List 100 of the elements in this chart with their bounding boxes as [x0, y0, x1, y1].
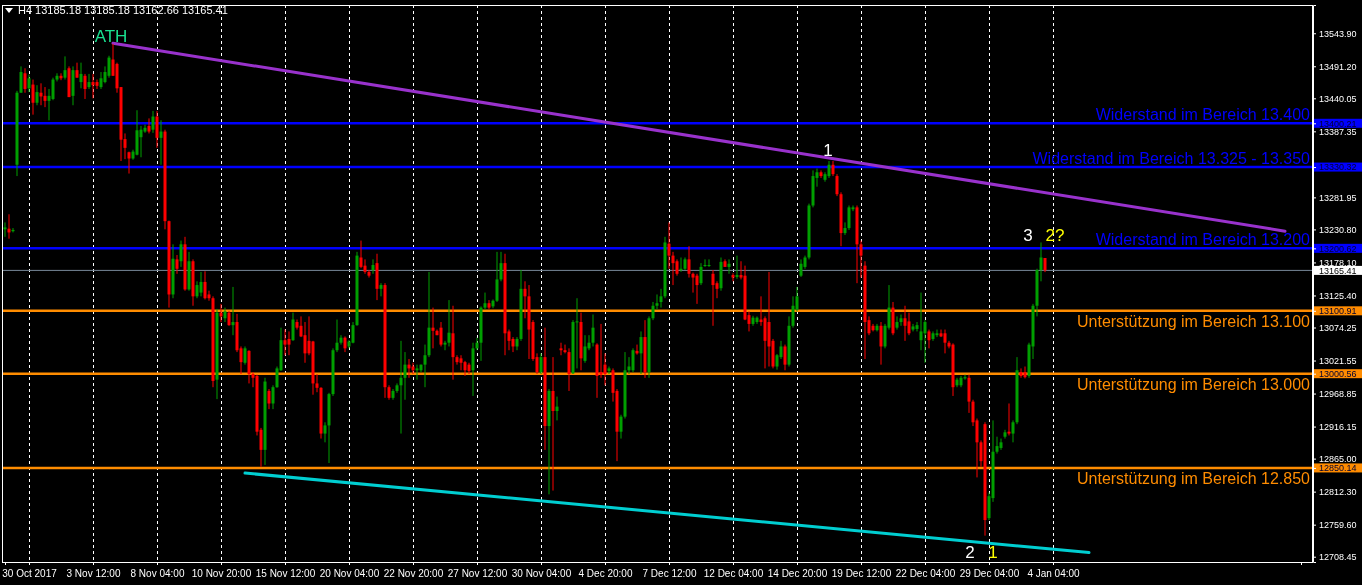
candlestick [603, 352, 607, 386]
candlestick [399, 340, 403, 435]
candlestick [75, 62, 79, 79]
annotation: 2 [965, 543, 975, 563]
y-tick-label: 13021.55 [1319, 355, 1357, 366]
candlestick [707, 258, 711, 268]
y-tick-label: 13281.95 [1319, 192, 1357, 203]
candlestick [283, 329, 287, 356]
candlestick [607, 366, 611, 375]
candlestick [555, 396, 559, 421]
candlestick [23, 67, 27, 94]
candlestick [559, 342, 563, 356]
candlestick [287, 330, 291, 356]
candlestick [727, 258, 731, 275]
candlestick [591, 314, 595, 347]
x-tick-label: 27 Nov 12:00 [447, 568, 508, 579]
x-tick-label: 22 Dec 04:00 [895, 568, 956, 579]
x-tick-label: 14 Dec 20:00 [767, 568, 828, 579]
candlestick [51, 77, 55, 101]
candlestick [291, 312, 295, 342]
candlestick [339, 334, 343, 346]
candlestick [379, 282, 383, 297]
candlestick [1007, 402, 1011, 436]
y-tick-label: 12812.30 [1319, 487, 1357, 498]
candlestick [943, 329, 947, 354]
candlestick [31, 79, 35, 116]
candlestick [95, 79, 99, 90]
candlestick [551, 356, 555, 492]
candlestick [267, 388, 271, 410]
candlestick [175, 254, 179, 275]
y-tick-label: 13125.40 [1319, 290, 1357, 301]
candlestick [467, 362, 471, 375]
y-tick-label: 12708.45 [1319, 552, 1357, 563]
y-tick-label: 13400.21 [1319, 118, 1357, 129]
x-tick-label: 3 Nov 12:00 [66, 568, 121, 579]
y-tick-label: 12968.85 [1319, 388, 1357, 399]
candlestick [151, 110, 155, 134]
candlestick [203, 270, 207, 300]
y-tick-label: 12916.15 [1319, 421, 1357, 432]
candlestick [879, 321, 883, 366]
y-tick-label: 13100.91 [1319, 306, 1357, 317]
ref-line-label: Unterstützung im Bereich 13.100 [1076, 312, 1311, 330]
candlestick [731, 272, 735, 282]
candlestick [463, 360, 467, 377]
y-tick-label: 13491.20 [1319, 61, 1357, 72]
candlestick [3, 221, 7, 238]
annotation: 1 [988, 543, 998, 563]
candlestick [247, 349, 251, 384]
candlestick [487, 299, 491, 310]
candlestick [143, 124, 147, 134]
candlestick [735, 255, 739, 280]
y-tick-label: 13230.80 [1319, 224, 1357, 235]
candlestick [147, 117, 151, 134]
candlestick [179, 240, 183, 268]
candlestick [639, 330, 643, 375]
candlestick [783, 344, 787, 371]
y-tick-label: 13200.62 [1319, 243, 1357, 254]
y-tick-label: 12759.60 [1319, 520, 1357, 531]
x-tick-label: 7 Dec 12:00 [642, 568, 697, 579]
candlestick [231, 286, 235, 336]
candlestick [703, 258, 707, 268]
candlestick [539, 352, 543, 375]
candlestick [415, 364, 419, 381]
candlestick [631, 347, 635, 373]
candlestick [159, 119, 163, 166]
y-tick-label: 13178.10 [1319, 257, 1357, 268]
candlestick [43, 86, 47, 108]
x-tick-label: 29 Dec 04:00 [959, 568, 1020, 579]
candlestick [999, 438, 1003, 451]
x-tick-label: 19 Dec 12:00 [831, 568, 892, 579]
candlestick [819, 169, 823, 179]
candlestick [495, 251, 499, 303]
candlestick [19, 65, 23, 94]
candlestick [907, 312, 911, 336]
candlestick [79, 62, 83, 89]
candlestick [699, 262, 703, 286]
y-tick-label: 12850.14 [1319, 463, 1357, 474]
candlestick [439, 321, 443, 347]
y-tick-label: 13165.41 [1319, 265, 1357, 276]
candlestick [431, 307, 435, 349]
ref-line-label: Unterstützung im Bereich 13.000 [1076, 375, 1311, 393]
candlestick [371, 258, 375, 275]
candlestick [107, 55, 111, 79]
annotation: 2? [1045, 226, 1065, 246]
annotation: 1 [823, 141, 833, 161]
y-tick-label: 13000.56 [1319, 369, 1357, 380]
candlestick [471, 342, 475, 397]
ref-line-label: Unterstützung im Bereich 12.850 [1076, 469, 1311, 487]
y-tick-label: 13387.35 [1319, 126, 1357, 137]
ref-line-label: Widerstand im Bereich 13.200 [1095, 231, 1311, 249]
ref-line-label: Widerstand im Bereich 13.325 - 13.350 [1032, 150, 1311, 168]
x-tick-label: 20 Nov 04:00 [319, 568, 380, 579]
x-tick-label: 4 Jan 04:00 [1027, 568, 1081, 579]
candlestick [155, 110, 159, 149]
candlestick [363, 258, 367, 275]
annotation: ATH [94, 27, 128, 47]
candlestick [63, 55, 67, 81]
annotation: 3 [1023, 226, 1033, 246]
y-tick-label: 13074.25 [1319, 322, 1357, 333]
candlestick [903, 305, 907, 342]
